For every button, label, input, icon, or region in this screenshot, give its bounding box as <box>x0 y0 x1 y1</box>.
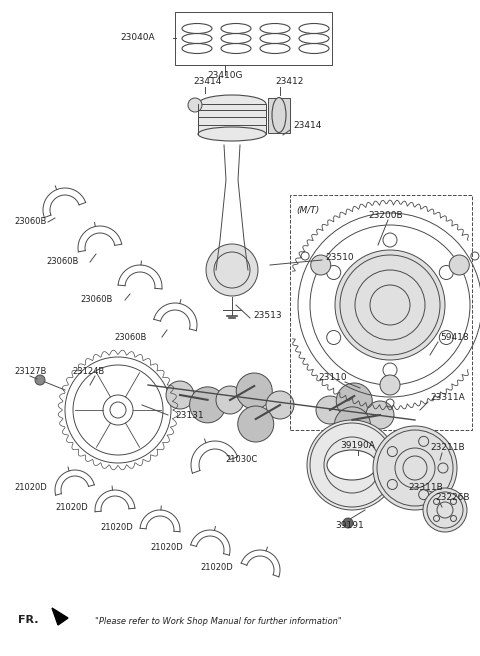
Circle shape <box>307 420 397 510</box>
Ellipse shape <box>327 450 377 480</box>
Text: 23040A: 23040A <box>120 33 155 43</box>
Text: 23124B: 23124B <box>72 367 104 377</box>
Text: 23211B: 23211B <box>430 443 465 453</box>
Circle shape <box>343 518 353 528</box>
Circle shape <box>366 401 394 429</box>
Circle shape <box>423 488 467 532</box>
Text: 21030C: 21030C <box>225 455 257 464</box>
Circle shape <box>336 383 372 419</box>
Circle shape <box>449 255 469 275</box>
Ellipse shape <box>198 127 266 141</box>
Text: 23060B: 23060B <box>114 333 146 342</box>
Text: "Please refer to Work Shop Manual for further information": "Please refer to Work Shop Manual for fu… <box>95 617 342 626</box>
Ellipse shape <box>272 98 286 133</box>
Ellipse shape <box>198 95 266 113</box>
Circle shape <box>35 375 45 385</box>
Text: 23131: 23131 <box>175 411 204 419</box>
Text: 23127B: 23127B <box>14 367 47 377</box>
Text: 21020D: 21020D <box>55 504 88 512</box>
Text: (M/T): (M/T) <box>296 205 319 215</box>
Text: 23226B: 23226B <box>435 493 469 502</box>
Text: 23412: 23412 <box>275 77 303 87</box>
Text: 23110: 23110 <box>318 373 347 382</box>
Circle shape <box>236 373 272 409</box>
Text: 23200B: 23200B <box>368 211 403 220</box>
Text: 23414: 23414 <box>293 121 322 129</box>
Text: 21020D: 21020D <box>14 483 47 493</box>
Circle shape <box>311 255 331 275</box>
Bar <box>268 98 290 133</box>
Bar <box>198 104 266 134</box>
Polygon shape <box>52 608 68 625</box>
Circle shape <box>166 381 194 409</box>
Bar <box>290 195 472 430</box>
Circle shape <box>373 426 457 510</box>
Text: 23410G: 23410G <box>207 70 243 79</box>
Text: 23510: 23510 <box>325 253 354 262</box>
Circle shape <box>335 407 371 443</box>
Text: 23060B: 23060B <box>46 258 78 266</box>
Text: 21020D: 21020D <box>200 564 233 573</box>
Circle shape <box>335 250 445 360</box>
Text: 21020D: 21020D <box>100 523 133 533</box>
Circle shape <box>380 375 400 395</box>
Circle shape <box>266 391 294 419</box>
Text: 23060B: 23060B <box>80 295 112 304</box>
Text: 23060B: 23060B <box>14 218 47 226</box>
Text: 23311B: 23311B <box>408 483 443 493</box>
Bar <box>175 12 332 65</box>
Text: 59418: 59418 <box>440 333 468 342</box>
Circle shape <box>316 396 344 424</box>
Text: 23414: 23414 <box>193 77 221 87</box>
Circle shape <box>190 387 226 423</box>
Text: 39191: 39191 <box>335 520 364 529</box>
Text: 39190A: 39190A <box>340 440 375 449</box>
Text: 23513: 23513 <box>253 310 282 319</box>
Circle shape <box>216 386 244 414</box>
Circle shape <box>238 406 274 442</box>
Circle shape <box>206 244 258 296</box>
Text: 23311A: 23311A <box>430 394 465 403</box>
Text: FR.: FR. <box>18 615 38 625</box>
Circle shape <box>188 98 202 112</box>
Text: 21020D: 21020D <box>150 544 183 552</box>
